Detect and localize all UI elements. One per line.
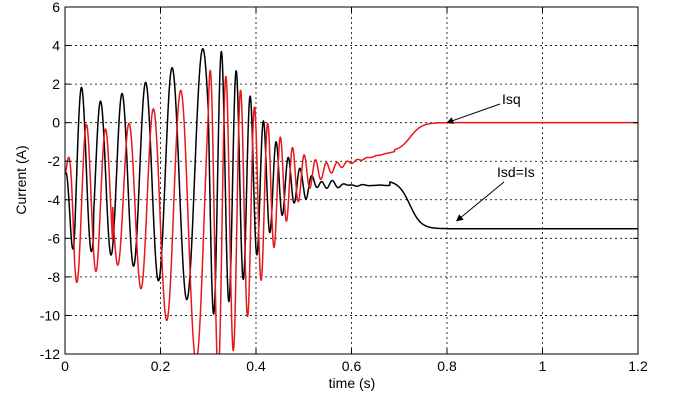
- series-line-isd: [65, 47, 638, 315]
- y-tick-label: -10: [40, 307, 60, 323]
- x-tick-label: 0.6: [342, 358, 362, 374]
- y-tick-label: -2: [48, 153, 61, 169]
- y-tick-label: 4: [52, 38, 60, 54]
- annotation-arrow: [456, 181, 505, 222]
- x-tick-label: 1: [539, 358, 547, 374]
- x-tick-label: 1.2: [628, 358, 648, 374]
- plot-background: [65, 7, 638, 354]
- ticks-layer: 0 0.2 0.4 0.6 0.8 1 1.2 6 4 2 0 -2 -4 -6 -8 -10 -12: [40, 0, 648, 374]
- y-tick-label: -6: [48, 230, 61, 246]
- x-axis-label: time (s): [329, 375, 376, 391]
- y-tick-label: -12: [40, 346, 60, 362]
- y-tick-label: 2: [52, 76, 60, 92]
- x-tick-label: 0.4: [246, 358, 266, 374]
- annotation-label: Isq: [502, 91, 521, 107]
- annotation-label: Isd=Is: [497, 164, 535, 180]
- y-tick-label: 0: [52, 115, 60, 131]
- y-axis-label: Current (A): [13, 145, 29, 214]
- y-tick-label: -4: [48, 192, 61, 208]
- annotation-arrow: [446, 103, 501, 124]
- x-tick-label: 0.8: [437, 358, 457, 374]
- y-tick-label: 6: [52, 0, 60, 15]
- x-tick-label: 0.2: [151, 358, 171, 374]
- annotation-layer: Isq Isd=Is: [446, 91, 535, 222]
- series-layer: [65, 47, 638, 354]
- grid-lines: [65, 7, 638, 354]
- series-line-isq: [65, 69, 638, 354]
- y-tick-label: -8: [48, 269, 61, 285]
- x-tick-label: 0: [61, 358, 69, 374]
